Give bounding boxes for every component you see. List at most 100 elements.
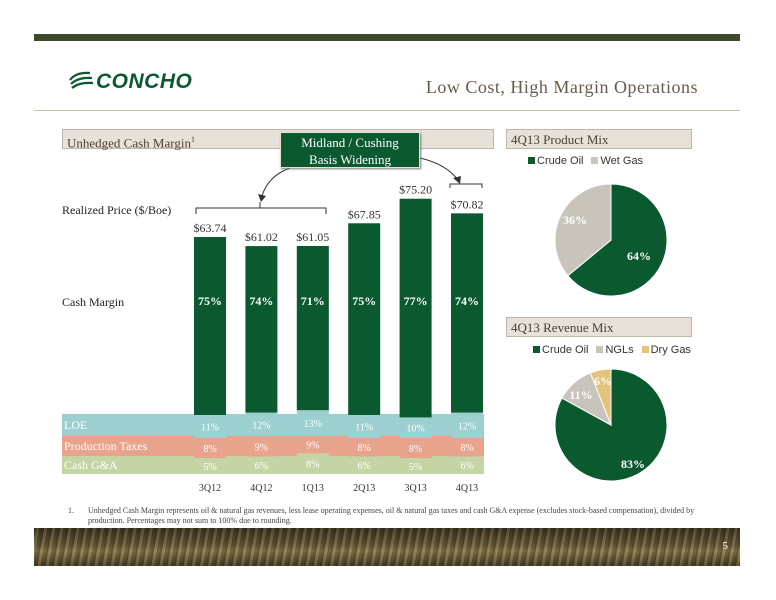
pie-value-label: 6% — [594, 374, 612, 388]
cash-ga-label: Cash G&A — [64, 458, 118, 472]
revenue-mix-pie: 83% 11%6% — [554, 368, 668, 482]
cash-ga-bar — [194, 458, 226, 474]
footnote-marker: 1 — [190, 135, 195, 144]
legend-swatch — [641, 346, 649, 353]
cash-margin-bar — [245, 246, 278, 413]
top-rule — [34, 34, 740, 41]
production-taxes-bar — [245, 436, 278, 457]
loe-value-label: 12% — [458, 421, 476, 432]
cash-margin-label: Cash Margin — [62, 295, 125, 309]
arrow-right-head — [453, 176, 461, 184]
loe-value-label: 10% — [406, 424, 424, 435]
page-number: 5 — [722, 540, 729, 552]
x-tick-label: 2Q13 — [353, 483, 375, 494]
loe-value-label: 13% — [304, 419, 322, 430]
production-taxes-value-label: 8% — [460, 443, 473, 454]
legend-label: Wet Gas — [600, 155, 644, 167]
production-taxes-bar — [194, 438, 226, 458]
landscape-photo-strip: 5 — [34, 528, 740, 566]
legend-label: Crude Oil — [537, 155, 584, 167]
callout-line-1: Midland / Cushing — [301, 135, 399, 150]
arrow-right — [419, 157, 459, 181]
cash-ga-value-label: 6% — [255, 461, 268, 472]
cash-margin-value-label: 74% — [455, 294, 479, 308]
legend-label: Crude Oil — [542, 344, 589, 356]
cash-margin-bar — [451, 213, 483, 413]
loe-value-label: 11% — [201, 423, 219, 434]
price-label: $61.05 — [296, 230, 329, 244]
cash-margin-bar — [296, 245, 329, 411]
legend-item-crude-oil: Crude Oil — [533, 344, 588, 356]
loe-bar — [194, 415, 226, 438]
callout-line-2: Basis Widening — [309, 152, 391, 167]
bracket-left — [195, 202, 327, 214]
x-tick-label: 4Q12 — [250, 483, 272, 494]
loe-bar — [399, 417, 432, 438]
legend-item-ngls: NGLs — [596, 344, 634, 356]
production-taxes-value-label: 8% — [358, 443, 371, 454]
loe-bar — [245, 412, 278, 437]
realized-price-label: Realized Price ($/Boe) — [62, 203, 172, 217]
cash-margin-value-label: 77% — [404, 294, 428, 308]
cash-margin-panel-title: Unhedged Cash Margin — [67, 135, 191, 151]
cash-margin-value-label: 75% — [198, 294, 222, 308]
pie-value-label: 83% — [621, 457, 645, 471]
cash-ga-value-label: 6% — [460, 461, 473, 472]
price-label: $75.20 — [399, 183, 432, 197]
revenue-mix-header: 4Q13 Revenue Mix — [506, 317, 692, 337]
x-tick-label: 4Q13 — [456, 483, 478, 494]
product-mix-header: 4Q13 Product Mix — [506, 129, 692, 149]
pie-value-label: 36% — [563, 213, 587, 227]
production-taxes-bar — [399, 438, 432, 458]
price-label: $67.85 — [348, 207, 381, 221]
cash-ga-value-label: 6% — [358, 461, 371, 472]
bracket-right — [449, 183, 483, 188]
production-taxes-value-label: 9% — [306, 441, 319, 452]
cash-ga-value-label: 5% — [409, 462, 422, 473]
concho-logo-icon — [69, 71, 94, 89]
footnote-text: Unhedged Cash Margin represents oil & na… — [88, 506, 695, 525]
production-taxes-label: Production Taxes — [64, 439, 148, 453]
cash-ga-value-label: 5% — [203, 462, 216, 473]
production-taxes-value-label: 8% — [409, 444, 422, 455]
pie-value-label: 64% — [627, 249, 651, 263]
cash-margin-value-label: 75% — [352, 294, 376, 308]
cash-margin-value-label: 71% — [301, 294, 325, 308]
revenue-mix-legend: Crude Oil NGLs Dry Gas — [533, 344, 691, 356]
product-mix-pie: 64% 36% — [554, 183, 668, 297]
price-label: $70.82 — [451, 197, 484, 211]
footnote-number: 1. — [68, 506, 74, 515]
cash-ga-bar — [245, 456, 278, 474]
legend-label: NGLs — [605, 344, 634, 356]
production-taxes-bar — [451, 438, 483, 457]
cash-margin-bar — [399, 198, 432, 418]
loe-bar — [348, 415, 381, 438]
production-taxes-value-label: 9% — [255, 442, 268, 453]
legend-item-dry-gas: Dry Gas — [641, 344, 691, 356]
grass-texture — [34, 528, 740, 566]
title-divider — [34, 110, 740, 111]
product-mix-title: 4Q13 Product Mix — [511, 132, 609, 147]
x-tick-label: 1Q13 — [302, 483, 324, 494]
legend-label: Dry Gas — [650, 344, 691, 356]
product-mix-legend: Crude Oil Wet Gas — [528, 155, 643, 167]
pie-value-label: 11% — [569, 388, 592, 402]
loe-value-label: 12% — [252, 420, 270, 431]
loe-label: LOE — [64, 418, 88, 432]
arrow-left — [261, 167, 291, 197]
price-label: $61.02 — [245, 230, 278, 244]
pie-slice — [554, 183, 612, 277]
company-name: CONCHO — [96, 70, 193, 93]
production-taxes-bar — [348, 438, 381, 457]
company-logo: CONCHO — [68, 68, 192, 96]
legend-item-wet-gas: Wet Gas — [591, 155, 643, 167]
legend-swatch — [528, 157, 535, 164]
x-tick-label: 3Q13 — [404, 483, 426, 494]
cash-margin-value-label: 74% — [249, 294, 273, 308]
cash-ga-value-label: 8% — [306, 460, 319, 471]
production-taxes-bar — [296, 436, 329, 454]
legend-item-crude-oil: Crude Oil — [528, 155, 583, 167]
revenue-mix-title: 4Q13 Revenue Mix — [511, 320, 614, 335]
loe-bar — [451, 412, 483, 438]
